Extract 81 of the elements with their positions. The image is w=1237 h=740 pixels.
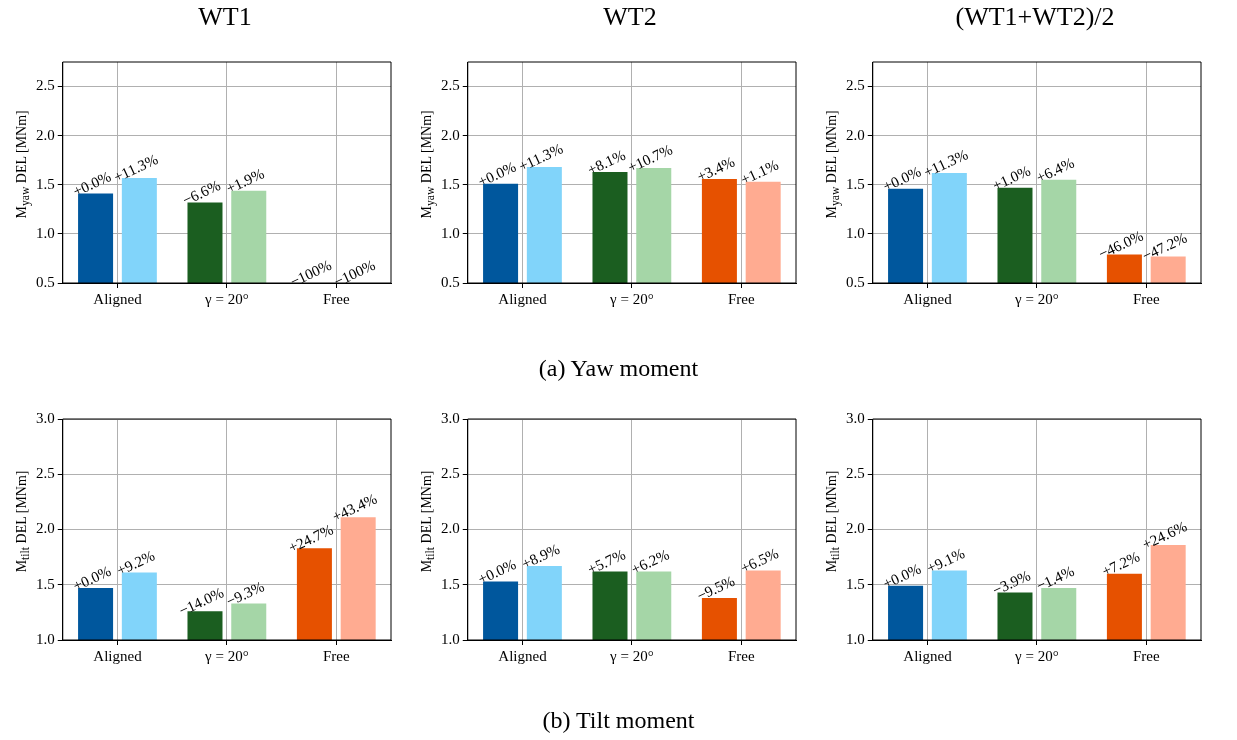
annotation: +11.3% bbox=[921, 146, 971, 181]
annotation: +3.4% bbox=[694, 153, 738, 185]
y-tick-label: 1.0 bbox=[846, 224, 865, 241]
x-tick-label: Free bbox=[1132, 647, 1160, 664]
annotation: +11.3% bbox=[516, 140, 566, 175]
y-tick-label: 1.5 bbox=[441, 575, 460, 592]
x-tick-label: γ = 20° bbox=[204, 290, 249, 307]
y-tick-label: 3.0 bbox=[441, 409, 460, 426]
y-tick-label: 2.0 bbox=[36, 520, 55, 537]
y-tick-label: 1.5 bbox=[36, 575, 55, 592]
text: (a) Yaw moment bbox=[537, 355, 700, 382]
x-tick-label: Free bbox=[322, 290, 350, 307]
annotation: +1.9% bbox=[223, 165, 267, 197]
y-tick-label: 1.5 bbox=[36, 175, 55, 192]
annotation: +5.7% bbox=[584, 546, 628, 578]
chart-title: (WT1+WT2)/2 bbox=[954, 2, 1116, 32]
annotation: −6.6% bbox=[179, 177, 223, 209]
y-tick-label: 0.5 bbox=[441, 273, 460, 290]
y-tick-label: 2.0 bbox=[441, 520, 460, 537]
x-tick-label: γ = 20° bbox=[1014, 647, 1059, 664]
x-tick-label: Aligned bbox=[903, 647, 953, 664]
annotation: +0.0% bbox=[70, 168, 114, 200]
annotation: +1.1% bbox=[738, 156, 781, 188]
y-tick-label: 2.0 bbox=[441, 126, 460, 143]
x-tick-label: Free bbox=[1132, 290, 1160, 307]
annotation: +9.1% bbox=[924, 544, 968, 577]
annotation: +6.4% bbox=[1033, 154, 1077, 186]
x-tick-label: Aligned bbox=[93, 290, 143, 307]
x-tick-label: γ = 20° bbox=[204, 647, 249, 664]
x-tick-label: Aligned bbox=[498, 647, 548, 664]
y-tick-label: 2.0 bbox=[36, 126, 55, 143]
y-tick-label: 2.5 bbox=[36, 77, 55, 94]
x-tick-label: γ = 20° bbox=[609, 647, 654, 664]
annotation: +6.5% bbox=[738, 544, 781, 577]
y-tick-label: 2.5 bbox=[441, 77, 460, 94]
y-tick-label: 2.0 bbox=[846, 126, 865, 143]
x-tick-label: Free bbox=[322, 647, 350, 664]
annotation: −100% bbox=[331, 256, 378, 290]
y-tick-label: 1.5 bbox=[846, 175, 865, 192]
annotation: +6.2% bbox=[628, 546, 672, 578]
annotation: +8.9% bbox=[519, 540, 563, 572]
annotation: +9.2% bbox=[114, 547, 158, 579]
x-tick-label: Aligned bbox=[903, 290, 953, 307]
annotation: +0.0% bbox=[475, 556, 519, 588]
y-tick-label: 3.0 bbox=[846, 409, 865, 426]
annotation: −100% bbox=[287, 256, 334, 290]
x-tick-label: γ = 20° bbox=[1014, 290, 1059, 307]
annotation: −1.4% bbox=[1033, 562, 1077, 594]
y-tick-label: 0.5 bbox=[846, 273, 865, 290]
annotation: −3.9% bbox=[989, 567, 1033, 599]
y-tick-label: 3.0 bbox=[36, 409, 55, 426]
annotation: +0.0% bbox=[70, 562, 114, 594]
y-tick-label: 2.5 bbox=[441, 465, 460, 482]
y-tick-label: 2.5 bbox=[846, 465, 865, 482]
y-tick-label: 2.5 bbox=[846, 77, 865, 94]
text: (b) Tilt moment bbox=[541, 707, 696, 734]
x-tick-label: Free bbox=[727, 647, 755, 664]
y-tick-label: 1.0 bbox=[441, 224, 460, 241]
x-tick-label: Free bbox=[727, 290, 755, 307]
y-tick-label: 1.0 bbox=[36, 630, 55, 647]
y-tick-label: 1.0 bbox=[846, 630, 865, 647]
chart-title: WT2 bbox=[602, 2, 658, 32]
y-tick-label: 0.5 bbox=[36, 273, 55, 290]
y-tick-label: 1.0 bbox=[441, 630, 460, 647]
annotation: +1.0% bbox=[989, 162, 1033, 194]
x-tick-label: Aligned bbox=[498, 290, 548, 307]
annotation: +0.0% bbox=[880, 163, 924, 195]
x-tick-label: γ = 20° bbox=[609, 290, 654, 307]
y-tick-label: 1.5 bbox=[441, 175, 460, 192]
annotation: +0.0% bbox=[880, 560, 924, 592]
annotation: +8.1% bbox=[584, 146, 628, 178]
annotation: −9.5% bbox=[694, 572, 738, 604]
x-tick-label: Aligned bbox=[93, 647, 143, 664]
annotation: +0.0% bbox=[475, 158, 519, 190]
y-tick-label: 2.0 bbox=[846, 520, 865, 537]
y-tick-label: 2.5 bbox=[36, 465, 55, 482]
annotation: +10.7% bbox=[625, 141, 675, 176]
annotation: +11.3% bbox=[111, 151, 161, 186]
y-tick-label: 1.0 bbox=[36, 224, 55, 241]
y-tick-label: 1.5 bbox=[846, 575, 865, 592]
chart-title: WT1 bbox=[197, 2, 253, 32]
